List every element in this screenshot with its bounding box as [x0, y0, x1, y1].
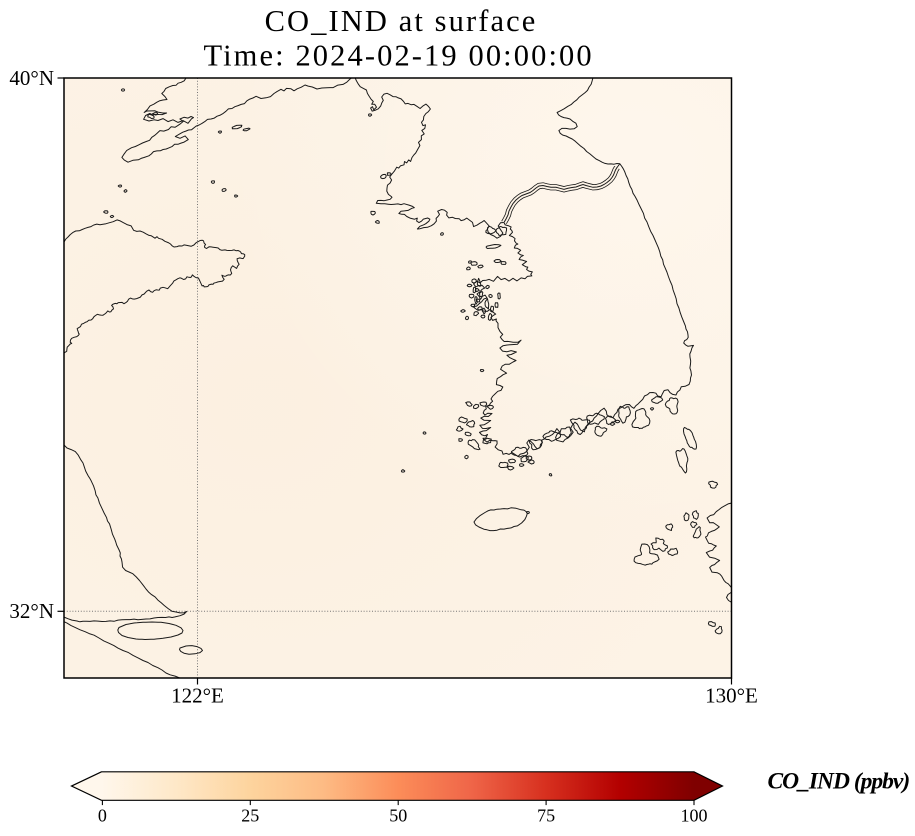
- svg-text:130°E: 130°E: [705, 684, 758, 708]
- svg-text:Time: 2024-02-19 00:00:00: Time: 2024-02-19 00:00:00: [203, 39, 593, 73]
- svg-text:50: 50: [389, 806, 407, 826]
- svg-text:122°E: 122°E: [171, 684, 224, 708]
- svg-text:75: 75: [537, 806, 555, 826]
- svg-text:CO_IND at surface: CO_IND at surface: [265, 4, 538, 38]
- svg-text:40°N: 40°N: [9, 66, 54, 90]
- svg-text:100: 100: [681, 806, 708, 826]
- svg-text:CO_IND (ppbv): CO_IND (ppbv): [768, 769, 910, 795]
- svg-text:32°N: 32°N: [9, 599, 54, 623]
- svg-text:0: 0: [98, 806, 107, 826]
- svg-text:25: 25: [241, 806, 259, 826]
